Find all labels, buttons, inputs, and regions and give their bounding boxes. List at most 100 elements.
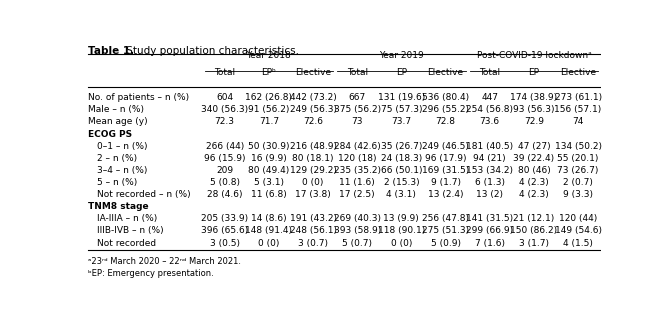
Text: 80 (18.1): 80 (18.1) xyxy=(293,154,334,163)
Text: 447: 447 xyxy=(481,93,498,102)
Text: 284 (42.6): 284 (42.6) xyxy=(334,142,381,151)
Text: 3 (0.7): 3 (0.7) xyxy=(298,238,328,248)
Text: 162 (26.8): 162 (26.8) xyxy=(245,93,293,102)
Text: EP: EP xyxy=(396,68,407,77)
Text: 340 (56.3): 340 (56.3) xyxy=(201,105,248,114)
Text: ᵃ23ʳᵈ March 2020 – 22ⁿᵈ March 2021.: ᵃ23ʳᵈ March 2020 – 22ⁿᵈ March 2021. xyxy=(88,257,240,266)
Text: ᵇEP: Emergency presentation.: ᵇEP: Emergency presentation. xyxy=(88,269,213,278)
Text: Study population characteristics.: Study population characteristics. xyxy=(123,46,299,56)
Text: 129 (29.2): 129 (29.2) xyxy=(289,166,337,175)
Text: 375 (56.2): 375 (56.2) xyxy=(333,105,381,114)
Text: 96 (15.9): 96 (15.9) xyxy=(204,154,245,163)
Text: 120 (18): 120 (18) xyxy=(338,154,377,163)
Text: 80 (49.4): 80 (49.4) xyxy=(248,166,289,175)
Text: 72.6: 72.6 xyxy=(303,117,323,126)
Text: 266 (44): 266 (44) xyxy=(206,142,244,151)
Text: Total: Total xyxy=(479,68,500,77)
Text: 134 (50.2): 134 (50.2) xyxy=(554,142,602,151)
Text: 17 (3.8): 17 (3.8) xyxy=(295,190,331,199)
Text: 0 (0): 0 (0) xyxy=(391,238,412,248)
Text: 4 (3.1): 4 (3.1) xyxy=(386,190,416,199)
Text: 275 (51.3): 275 (51.3) xyxy=(422,226,469,236)
Text: 11 (6.8): 11 (6.8) xyxy=(251,190,287,199)
Text: 5 (0.8): 5 (0.8) xyxy=(210,178,240,187)
Text: 396 (65.6): 396 (65.6) xyxy=(201,226,248,236)
Text: 118 (90.1): 118 (90.1) xyxy=(377,226,425,236)
Text: 39 (22.4): 39 (22.4) xyxy=(513,154,554,163)
Text: 4 (2.3): 4 (2.3) xyxy=(519,190,549,199)
Text: 3 (1.7): 3 (1.7) xyxy=(519,238,549,248)
Text: 72.3: 72.3 xyxy=(214,117,234,126)
Text: 181 (40.5): 181 (40.5) xyxy=(466,142,513,151)
Text: Elective: Elective xyxy=(560,68,596,77)
Text: No. of patients – n (%): No. of patients – n (%) xyxy=(88,93,189,102)
Text: 249 (46.5): 249 (46.5) xyxy=(422,142,469,151)
Text: 148 (91.4): 148 (91.4) xyxy=(245,226,293,236)
Text: IIIB-IVB – n (%): IIIB-IVB – n (%) xyxy=(97,226,164,236)
Text: 71.7: 71.7 xyxy=(259,117,279,126)
Text: 94 (21): 94 (21) xyxy=(474,154,506,163)
Text: 254 (56.8): 254 (56.8) xyxy=(466,105,513,114)
Text: 156 (57.1): 156 (57.1) xyxy=(554,105,602,114)
Text: 5 – n (%): 5 – n (%) xyxy=(97,178,137,187)
Text: 73.6: 73.6 xyxy=(480,117,500,126)
Text: 2 (0.7): 2 (0.7) xyxy=(563,178,593,187)
Text: 0 (0): 0 (0) xyxy=(258,238,279,248)
Text: 131 (19.6): 131 (19.6) xyxy=(377,93,425,102)
Text: 442 (73.2): 442 (73.2) xyxy=(290,93,337,102)
Text: 74: 74 xyxy=(572,117,584,126)
Text: Elective: Elective xyxy=(295,68,331,77)
Text: Not recorded: Not recorded xyxy=(97,238,156,248)
Text: 2 (15.3): 2 (15.3) xyxy=(383,178,420,187)
Text: 91 (56.2): 91 (56.2) xyxy=(248,105,289,114)
Text: 235 (35.2): 235 (35.2) xyxy=(334,166,381,175)
Text: Total: Total xyxy=(214,68,235,77)
Text: 393 (58.9): 393 (58.9) xyxy=(333,226,381,236)
Text: 248 (56.1): 248 (56.1) xyxy=(289,226,337,236)
Text: 2 – n (%): 2 – n (%) xyxy=(97,154,137,163)
Text: 0 (0): 0 (0) xyxy=(303,178,324,187)
Text: 4 (1.5): 4 (1.5) xyxy=(563,238,593,248)
Text: 604: 604 xyxy=(216,93,233,102)
Text: Not recorded – n (%): Not recorded – n (%) xyxy=(97,190,190,199)
Text: 75 (57.3): 75 (57.3) xyxy=(381,105,422,114)
Text: 14 (8.6): 14 (8.6) xyxy=(251,214,287,223)
Text: 21 (12.1): 21 (12.1) xyxy=(513,214,554,223)
Text: 249 (56.3): 249 (56.3) xyxy=(289,105,337,114)
Text: 55 (20.1): 55 (20.1) xyxy=(557,154,599,163)
Text: 24 (18.3): 24 (18.3) xyxy=(381,154,422,163)
Text: Post-COVID-19 lockdownᵃ: Post-COVID-19 lockdownᵃ xyxy=(476,51,591,60)
Text: 256 (47.8): 256 (47.8) xyxy=(422,214,469,223)
Text: 3 (0.5): 3 (0.5) xyxy=(210,238,240,248)
Text: 3–4 – n (%): 3–4 – n (%) xyxy=(97,166,148,175)
Text: 150 (86.2): 150 (86.2) xyxy=(510,226,558,236)
Text: 4 (2.3): 4 (2.3) xyxy=(519,178,549,187)
Text: 667: 667 xyxy=(349,93,366,102)
Text: 120 (44): 120 (44) xyxy=(559,214,597,223)
Text: 205 (33.9): 205 (33.9) xyxy=(201,214,248,223)
Text: ECOG PS: ECOG PS xyxy=(88,129,132,139)
Text: 80 (46): 80 (46) xyxy=(518,166,550,175)
Text: 153 (34.2): 153 (34.2) xyxy=(466,166,513,175)
Text: 17 (2.5): 17 (2.5) xyxy=(339,190,375,199)
Text: 191 (43.2): 191 (43.2) xyxy=(289,214,337,223)
Text: 536 (80.4): 536 (80.4) xyxy=(422,93,469,102)
Text: 13 (2): 13 (2) xyxy=(476,190,503,199)
Text: 96 (17.9): 96 (17.9) xyxy=(425,154,466,163)
Text: 16 (9.9): 16 (9.9) xyxy=(251,154,287,163)
Text: 35 (26.7): 35 (26.7) xyxy=(381,142,422,151)
Text: Mean age (y): Mean age (y) xyxy=(88,117,147,126)
Text: 174 (38.9): 174 (38.9) xyxy=(510,93,558,102)
Text: 216 (48.9): 216 (48.9) xyxy=(289,142,337,151)
Text: 296 (55.2): 296 (55.2) xyxy=(422,105,469,114)
Text: 273 (61.1): 273 (61.1) xyxy=(554,93,602,102)
Text: 72.9: 72.9 xyxy=(524,117,544,126)
Text: Elective: Elective xyxy=(428,68,464,77)
Text: 169 (31.5): 169 (31.5) xyxy=(422,166,469,175)
Text: TNM8 stage: TNM8 stage xyxy=(88,202,148,211)
Text: Table 1.: Table 1. xyxy=(88,46,134,56)
Text: 93 (56.3): 93 (56.3) xyxy=(513,105,554,114)
Text: 141 (31.5): 141 (31.5) xyxy=(466,214,513,223)
Text: 47 (27): 47 (27) xyxy=(518,142,550,151)
Text: 5 (3.1): 5 (3.1) xyxy=(254,178,284,187)
